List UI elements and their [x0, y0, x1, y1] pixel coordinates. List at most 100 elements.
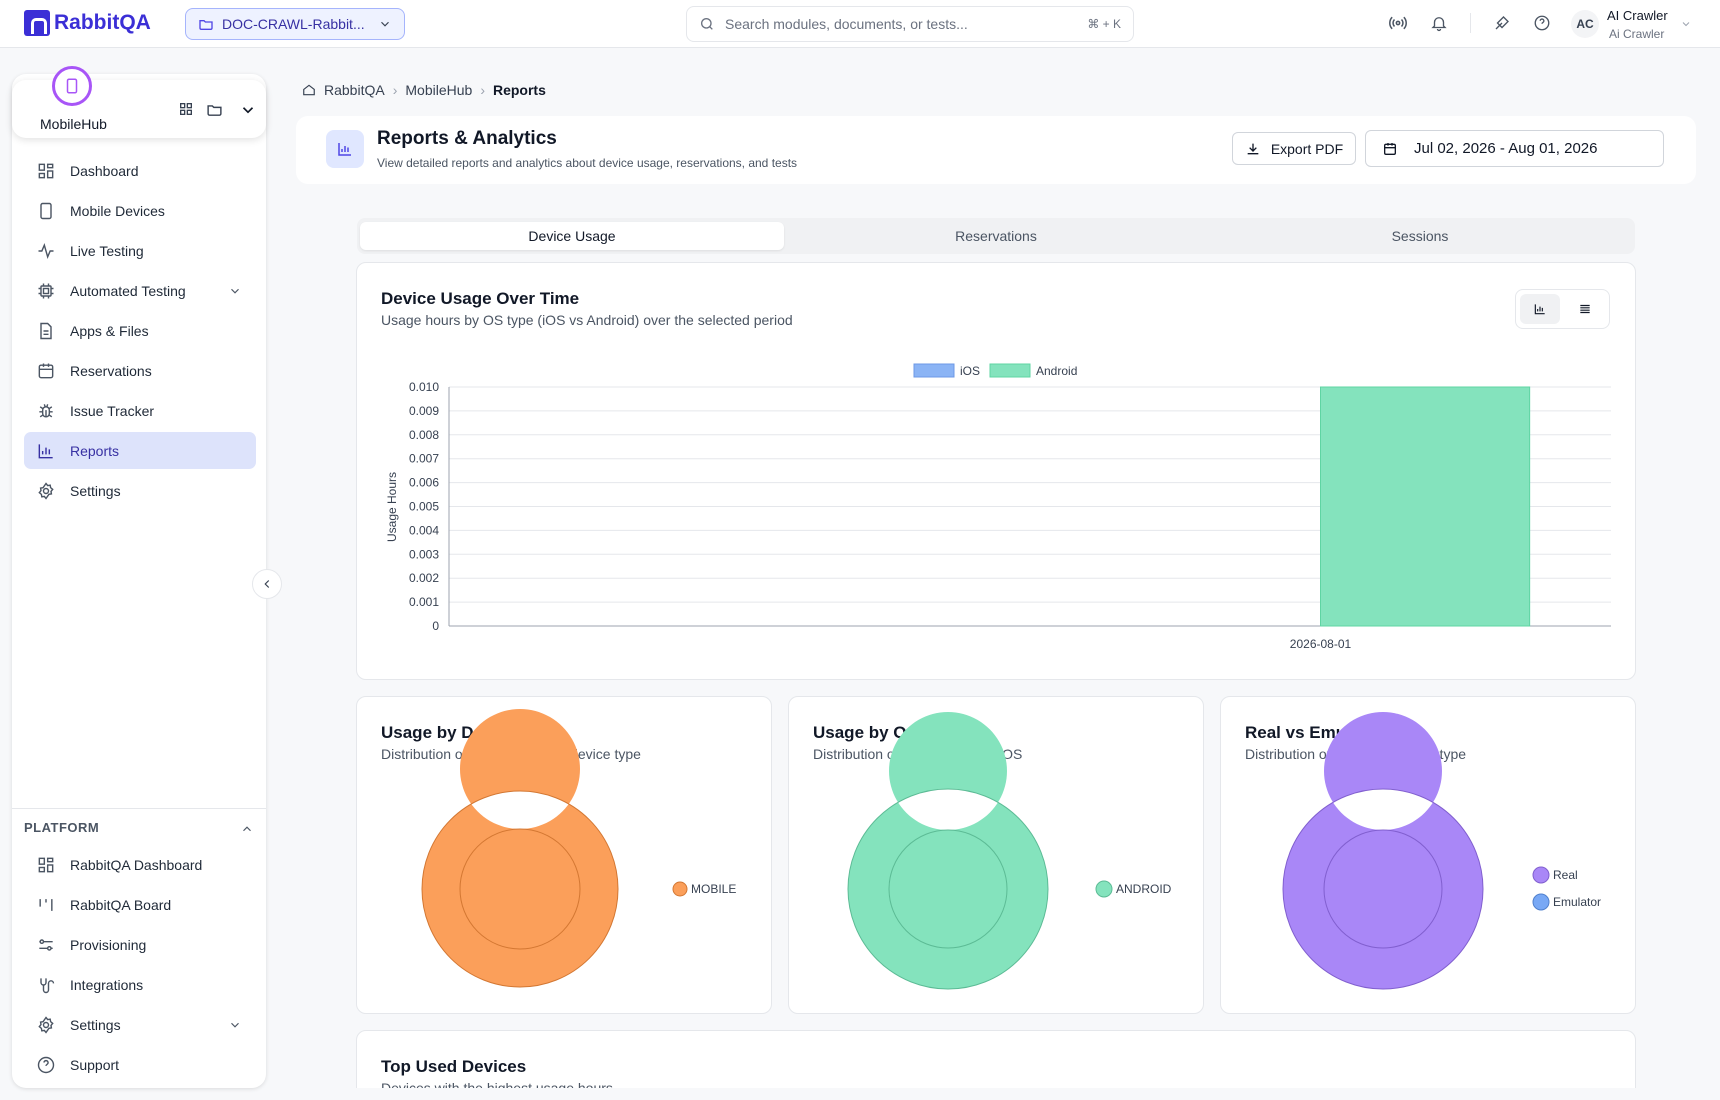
- broadcast-icon[interactable]: [1388, 13, 1408, 33]
- breadcrumb: RabbitQA › MobileHub › Reports: [302, 82, 546, 98]
- calendar-icon: [1384, 142, 1396, 155]
- platform-item-integrations[interactable]: Integrations: [24, 966, 256, 1003]
- usage-over-time-card: Device Usage Over Time Usage hours by OS…: [356, 262, 1636, 680]
- avatar[interactable]: AC: [1571, 10, 1599, 38]
- platform-heading: PLATFORM: [24, 820, 100, 835]
- sidebar-item-issue-tracker[interactable]: Issue Tracker: [24, 392, 256, 429]
- legend-dot-mobile: [672, 881, 688, 897]
- nav-label: Settings: [70, 482, 121, 499]
- y-tick-label: 0.001: [409, 595, 439, 609]
- sidebar-divider: [12, 808, 266, 809]
- y-tick-label: 0.009: [409, 404, 439, 418]
- legend-label-android[interactable]: ANDROID: [1116, 882, 1172, 896]
- slice-mobile[interactable]: [421, 709, 618, 987]
- bar-android[interactable]: [1320, 386, 1531, 627]
- platform-section-toggle[interactable]: PLATFORM: [24, 820, 256, 835]
- sidebar-item-reservations[interactable]: Reservations: [24, 352, 256, 389]
- nav-label: Provisioning: [70, 936, 147, 953]
- grid-icon[interactable]: [178, 101, 194, 117]
- platform-item-rabbitqa-board[interactable]: RabbitQA Board: [24, 886, 256, 923]
- chevron-down-icon[interactable]: [1680, 18, 1692, 30]
- nav-label: Reservations: [70, 362, 152, 379]
- y-tick-label: 0.007: [409, 452, 439, 466]
- bell-icon[interactable]: [1430, 14, 1448, 32]
- platform-item-support[interactable]: Support: [24, 1046, 256, 1083]
- y-tick-label: 0.004: [409, 523, 439, 537]
- module-switcher[interactable]: MobileHub: [12, 66, 266, 138]
- chevron-down-icon: [381, 21, 389, 27]
- y-tick-label: 0.008: [409, 428, 439, 442]
- nav-label: Settings: [70, 1016, 121, 1033]
- slice-inner-outline: [459, 828, 581, 950]
- breadcrumb-mobilehub[interactable]: MobileHub: [405, 82, 473, 98]
- module-name: MobileHub: [40, 116, 107, 132]
- sidebar-item-settings[interactable]: Settings: [24, 472, 256, 509]
- cpu-icon: [38, 283, 54, 298]
- card-subtitle: Devices with the highest usage hours: [381, 1080, 613, 1088]
- chevron-up-icon: [243, 826, 251, 832]
- project-name: DOC-CRAWL-Rabbit...: [222, 16, 365, 32]
- top-bar: RabbitQA DOC-CRAWL-Rabbit... ⌘ + K AC AI…: [0, 0, 1720, 48]
- platform-item-settings[interactable]: Settings: [24, 1006, 256, 1043]
- nav-label: Issue Tracker: [70, 402, 155, 419]
- bar-chart-icon: [38, 443, 53, 458]
- board-icon: [39, 898, 53, 911]
- sidebar: MobileHub Dashboard Mobile Devices Live Te…: [12, 66, 266, 1088]
- theme-icon[interactable]: [1493, 14, 1511, 32]
- export-pdf-button[interactable]: Export PDF: [1232, 132, 1356, 165]
- legend-label-real[interactable]: Real: [1553, 868, 1578, 882]
- real-vs-emulator-donut-chart: Real Emulator: [1282, 712, 1601, 990]
- tab-device-usage[interactable]: Device Usage: [360, 222, 784, 250]
- sidebar-item-reports[interactable]: Reports: [24, 432, 256, 469]
- y-tick-label: 0.002: [409, 571, 439, 585]
- legend-label-mobile[interactable]: MOBILE: [691, 882, 736, 896]
- y-tick-label: 0: [432, 619, 439, 633]
- phone-icon: [40, 202, 52, 219]
- sidebar-item-dashboard[interactable]: Dashboard: [24, 152, 256, 189]
- legend-label-emulator[interactable]: Emulator: [1553, 895, 1601, 909]
- platform-item-rabbitqa-dashboard[interactable]: RabbitQA Dashboard: [24, 846, 256, 883]
- date-range-picker[interactable]: Jul 02, 2026 - Aug 01, 2026: [1365, 130, 1664, 167]
- calendar-icon: [38, 363, 54, 378]
- slice-inner-outline: [1323, 829, 1443, 949]
- global-search[interactable]: ⌘ + K: [686, 6, 1134, 42]
- legend-swatch-ios: [913, 363, 955, 378]
- search-input[interactable]: [725, 16, 1078, 32]
- folder-icon[interactable]: [206, 101, 223, 118]
- sidebar-item-live-testing[interactable]: Live Testing: [24, 232, 256, 269]
- platform-item-provisioning[interactable]: Provisioning: [24, 926, 256, 963]
- y-tick-label: 0.006: [409, 476, 439, 490]
- tab-reservations[interactable]: Reservations: [955, 228, 1037, 244]
- list-view-button[interactable]: [1565, 294, 1605, 324]
- y-tick-label: 0.010: [409, 380, 439, 394]
- user-menu[interactable]: AI Crawler Ai Crawler: [1607, 6, 1668, 44]
- chevron-down-icon: [231, 1022, 239, 1028]
- breadcrumb-rabbitqa[interactable]: RabbitQA: [324, 82, 385, 98]
- bar-view-button[interactable]: [1520, 294, 1560, 324]
- sidebar-item-apps-files[interactable]: Apps & Files: [24, 312, 256, 349]
- card-title: Device Usage Over Time: [381, 289, 580, 308]
- sidebar-item-mobile-devices[interactable]: Mobile Devices: [24, 192, 256, 229]
- bug-icon: [39, 403, 53, 418]
- chevron-down-icon[interactable]: [239, 101, 257, 119]
- help-icon[interactable]: [1533, 14, 1551, 32]
- slice-real[interactable]: [1282, 712, 1483, 989]
- slice-outline: [847, 788, 1049, 990]
- collapse-sidebar-button[interactable]: [252, 569, 282, 599]
- legend-label-ios[interactable]: iOS: [960, 364, 980, 378]
- device-type-card: Usage by Device Type Distribution of usa…: [356, 696, 772, 1014]
- slice-android[interactable]: [847, 712, 1048, 989]
- sidebar-item-automated-testing[interactable]: Automated Testing: [24, 272, 256, 309]
- tab-sessions[interactable]: Sessions: [1391, 228, 1449, 244]
- app-logo[interactable]: RabbitQA: [24, 10, 151, 36]
- chevron-left-icon: [264, 580, 270, 588]
- report-tabs: Device Usage Reservations Sessions: [357, 218, 1635, 254]
- legend-label-android[interactable]: Android: [1036, 364, 1077, 378]
- dashboard-icon: [38, 857, 54, 872]
- page-header: Reports & Analytics View detailed report…: [296, 116, 1696, 184]
- search-icon: [701, 18, 713, 30]
- slice-outline: [1282, 788, 1484, 990]
- legend-dot-real: [1532, 866, 1550, 884]
- export-label: Export PDF: [1270, 140, 1344, 157]
- project-selector[interactable]: DOC-CRAWL-Rabbit...: [185, 8, 405, 40]
